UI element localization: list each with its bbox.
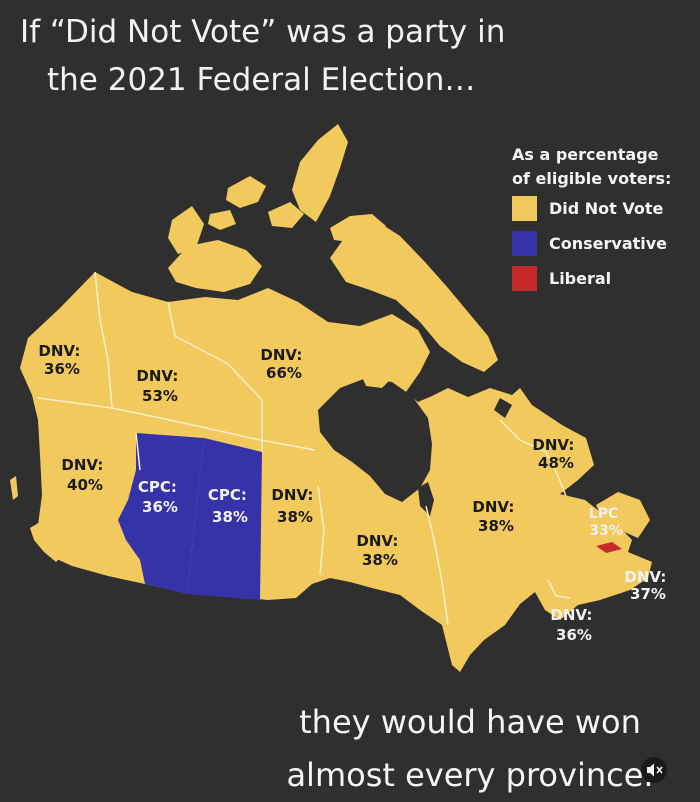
label-manitoba: DNV: 38% — [271, 486, 318, 526]
border-quebec-labrador — [499, 419, 567, 497]
label-nwt-pct: 53% — [142, 387, 178, 405]
banks-island — [168, 206, 204, 254]
legend-label-liberal: Liberal — [549, 269, 612, 288]
label-yukon: DNV: 36% — [38, 342, 85, 378]
legend-label-conservative: Conservative — [549, 234, 668, 253]
hudson-bay — [318, 378, 432, 502]
newfoundland-island — [596, 492, 650, 538]
caption: they would have won almost every provinc… — [250, 696, 690, 802]
baffin-island — [330, 218, 498, 372]
victoria-island — [168, 240, 262, 292]
label-nunavut-pct: 66% — [266, 364, 302, 382]
legend-item-dnv: Did Not Vote — [512, 191, 697, 226]
label-yukon-party: DNV: — [38, 342, 80, 360]
border-manitoba-ontario — [317, 485, 325, 575]
label-ontario: DNV: 38% — [356, 532, 403, 569]
map-title: If “Did Not Vote” was a party in the 202… — [0, 8, 560, 104]
label-saskatchewan-pct: 38% — [212, 508, 248, 526]
label-pei: LPC 33% — [589, 506, 623, 539]
label-pei-pct: 33% — [589, 523, 623, 539]
mute-button[interactable] — [641, 757, 667, 783]
label-new-brunswick-pct: 36% — [556, 626, 592, 644]
label-newfoundland-party: DNV: — [532, 436, 574, 454]
alberta-shape — [118, 433, 204, 594]
legend-swatch-conservative — [512, 231, 537, 256]
label-nova-scotia: DNV: 37% — [624, 568, 671, 603]
label-pei-party: LPC — [589, 506, 618, 522]
border-nwt-nunavut — [167, 301, 263, 452]
map-legend: As a percentage of eligible voters: Did … — [512, 143, 697, 296]
label-ontario-party: DNV: — [356, 532, 398, 550]
devon-island — [330, 214, 386, 242]
label-nwt: DNV: 53% — [136, 367, 183, 405]
label-nwt-party: DNV: — [136, 367, 178, 385]
label-quebec-party: DNV: — [472, 498, 514, 516]
legend-label-dnv: Did Not Vote — [549, 199, 664, 218]
label-nova-scotia-party: DNV: — [624, 568, 666, 586]
james-bay — [418, 482, 434, 516]
border-ontario-quebec — [425, 505, 449, 626]
queen-elizabeth-islands — [208, 176, 304, 230]
caption-line-2: almost every province. — [286, 756, 654, 794]
legend-heading-1: As a percentage — [512, 145, 659, 164]
label-newfoundland: DNV: 48% — [532, 436, 579, 472]
label-ontario-pct: 38% — [362, 551, 398, 569]
haida-gwaii — [10, 476, 18, 500]
label-bc-pct: 40% — [67, 476, 103, 494]
legend-item-conservative: Conservative — [512, 226, 697, 261]
label-nunavut: DNV: 66% — [260, 346, 307, 382]
label-alberta: CPC: 36% — [138, 478, 182, 516]
ellesmere-island — [292, 124, 348, 222]
label-saskatchewan: CPC: 38% — [208, 486, 252, 526]
borders — [37, 271, 571, 626]
legend-heading-2: of eligible voters: — [512, 169, 672, 188]
label-newfoundland-pct: 48% — [538, 454, 574, 472]
label-saskatchewan-party: CPC: — [208, 486, 247, 504]
legend-swatch-dnv — [512, 196, 537, 221]
vancouver-island — [30, 522, 62, 562]
border-nb-ns — [547, 579, 571, 599]
legend-swatch-liberal — [512, 266, 537, 291]
ungava-bay — [494, 398, 512, 418]
label-alberta-pct: 36% — [142, 498, 178, 516]
label-new-brunswick: DNV: 36% — [550, 606, 597, 644]
border-north-60 — [37, 397, 316, 451]
label-quebec: DNV: 38% — [472, 498, 519, 535]
label-nova-scotia-pct: 37% — [630, 585, 666, 603]
label-alberta-party: CPC: — [138, 478, 177, 496]
border-bc-alberta — [135, 432, 141, 471]
label-yukon-pct: 36% — [44, 360, 80, 378]
label-quebec-pct: 38% — [478, 517, 514, 535]
caption-line-1: they would have won — [299, 703, 641, 741]
southampton-island — [360, 364, 394, 388]
legend-item-liberal: Liberal — [512, 261, 697, 296]
pei-shape — [596, 542, 622, 553]
saskatchewan-shape — [187, 438, 262, 600]
title-line-1: If “Did Not Vote” was a party in — [20, 14, 506, 50]
map-land — [10, 124, 652, 672]
label-bc-party: DNV: — [61, 456, 103, 474]
title-line-2: the 2021 Federal Election… — [47, 62, 476, 98]
region-labels: DNV: 36% DNV: 53% DNV: 66% DNV: 40% CPC:… — [38, 342, 671, 644]
border-yukon-nwt — [94, 271, 113, 409]
label-manitoba-party: DNV: — [271, 486, 313, 504]
speaker-muted-icon — [647, 763, 663, 777]
label-manitoba-pct: 38% — [277, 508, 313, 526]
label-bc: DNV: 40% — [61, 456, 108, 494]
label-new-brunswick-party: DNV: — [550, 606, 592, 624]
label-nunavut-party: DNV: — [260, 346, 302, 364]
